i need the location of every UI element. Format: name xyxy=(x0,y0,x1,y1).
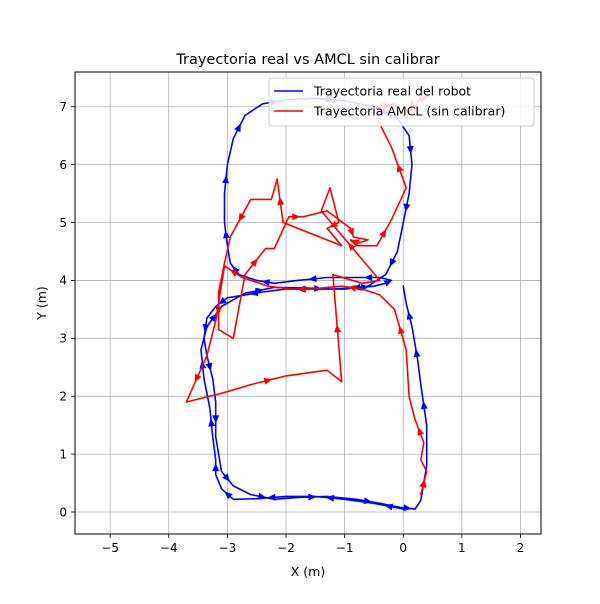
series-0-arrow xyxy=(223,230,230,239)
series-1-arrow xyxy=(396,163,404,173)
series-1-arrow xyxy=(215,306,223,315)
x-tick-label: −2 xyxy=(277,541,295,555)
y-tick-label: 3 xyxy=(59,332,67,346)
series-0-arrow xyxy=(413,348,421,358)
series-0-arrow xyxy=(406,311,414,320)
series-1-arrow xyxy=(263,377,273,385)
series-0-arrow xyxy=(389,257,397,267)
y-axis-label: Y (m) xyxy=(34,286,49,321)
series-0-arrow xyxy=(234,123,241,133)
y-tick-label: 5 xyxy=(59,216,67,230)
y-tick-label: 0 xyxy=(59,505,67,519)
series-1-arrow xyxy=(292,213,301,221)
y-tick-label: 2 xyxy=(59,390,67,404)
series-0-arrow xyxy=(212,463,220,472)
series-0-arrow xyxy=(403,203,411,212)
x-tick-label: −3 xyxy=(219,541,237,555)
series-0-arrow xyxy=(218,296,227,305)
series-1-arrow xyxy=(379,229,387,238)
x-tick-label: −4 xyxy=(160,541,178,555)
series-0-arrow xyxy=(267,493,276,501)
series-line-0 xyxy=(200,97,428,510)
series-0-arrow xyxy=(406,145,414,155)
series-0-arrow xyxy=(209,313,217,322)
grid xyxy=(75,72,541,534)
series-0-arrow xyxy=(384,503,394,511)
series-1-arrow xyxy=(229,269,239,277)
series-0-arrow xyxy=(308,275,317,283)
series-1-arrow xyxy=(398,325,405,335)
series-1-arrow xyxy=(347,242,356,251)
series-0-arrow xyxy=(222,473,230,482)
series-0-arrow xyxy=(212,415,220,424)
series-1-arrow xyxy=(238,213,246,222)
series-1-arrow xyxy=(351,239,360,246)
x-axis-label: X (m) xyxy=(291,564,325,579)
series-1-arrow xyxy=(277,196,285,206)
series-0-arrow xyxy=(383,280,393,287)
plot-frame xyxy=(74,71,542,535)
x-tick-label: −5 xyxy=(101,541,119,555)
series-0-arrow xyxy=(202,323,210,333)
series-0-arrow xyxy=(308,493,317,501)
x-tick-label: −1 xyxy=(336,541,354,555)
series-0-arrow xyxy=(326,494,335,502)
x-tick-label: 0 xyxy=(399,541,407,555)
series-line-1 xyxy=(185,94,431,496)
series-0-arrow xyxy=(208,418,216,427)
series-0-arrow xyxy=(261,279,270,286)
y-tick-label: 7 xyxy=(59,100,67,114)
series-1-arrow xyxy=(347,227,354,237)
series-0-arrow xyxy=(364,274,373,281)
series-1-arrow xyxy=(329,220,338,228)
series-layer xyxy=(185,94,431,512)
series-0-arrow xyxy=(420,400,428,410)
axis-ticks: −5 −4 −3 −2 −1 0 1 2 0 1 2 3 4 5 6 7 xyxy=(59,100,524,555)
legend-label-amcl: Trayectoria AMCL (sin calibrar) xyxy=(313,104,505,119)
chart-title: Trayectoria real vs AMCL sin calibrar xyxy=(175,52,440,68)
x-tick-label: 1 xyxy=(458,541,466,555)
series-0-arrow xyxy=(363,497,372,505)
series-0-arrow xyxy=(249,289,259,297)
y-tick-label: 1 xyxy=(59,447,67,461)
series-1-arrow xyxy=(419,479,427,488)
y-tick-label: 4 xyxy=(59,274,67,288)
series-1-arrow xyxy=(348,284,357,292)
series-1-arrow xyxy=(195,373,202,383)
series-0-arrow xyxy=(224,491,233,500)
series-0-arrow xyxy=(403,504,412,512)
y-tick-label: 6 xyxy=(59,158,67,172)
legend-label-real: Trayectoria real del robot xyxy=(313,84,471,99)
series-0-arrow xyxy=(205,362,213,372)
series-0-arrow xyxy=(258,492,267,500)
x-tick-label: 2 xyxy=(517,541,525,555)
legend: Trayectoria real del robot Trayectoria A… xyxy=(268,77,535,127)
series-1-arrow xyxy=(250,258,258,267)
series-1-arrow xyxy=(298,285,307,293)
series-1-arrow xyxy=(334,324,342,333)
series-0-arrow xyxy=(222,175,229,184)
series-1-arrow xyxy=(417,427,425,436)
